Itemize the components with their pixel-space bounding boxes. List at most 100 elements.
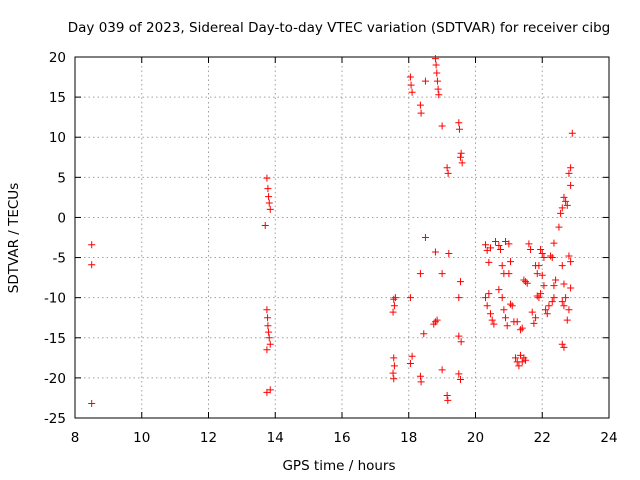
data-point: [456, 153, 464, 161]
data-point: [537, 246, 545, 254]
data-point: [540, 282, 548, 290]
data-point: [528, 308, 536, 316]
data-point: [420, 330, 428, 338]
data-point: [548, 254, 556, 262]
data-point: [512, 354, 520, 362]
data-point: [391, 294, 399, 302]
data-point: [417, 378, 425, 386]
data-point: [263, 306, 271, 314]
data-point: [433, 69, 441, 77]
data-point: [513, 318, 521, 326]
data-point: [550, 239, 558, 247]
data-point: [443, 392, 451, 400]
y-tick-label: 0: [57, 210, 66, 226]
data-point: [522, 356, 530, 364]
data-point: [547, 252, 555, 260]
y-tick-label: -10: [44, 291, 66, 307]
x-tick-labels: 8 10 12 14 16 18 20 22 24: [71, 430, 618, 446]
y-tick-label: 20: [49, 50, 66, 66]
data-point: [88, 241, 96, 249]
data-point: [456, 278, 464, 286]
data-point: [408, 352, 416, 360]
data-point: [535, 262, 543, 270]
data-point: [495, 242, 503, 250]
data-point: [455, 370, 463, 378]
y-tick-label: 15: [49, 90, 66, 106]
x-tick-label: 18: [400, 430, 417, 446]
x-axis-label: GPS time / hours: [282, 458, 395, 474]
data-point: [523, 279, 531, 287]
data-point: [563, 201, 571, 209]
data-point: [482, 294, 490, 302]
data-point: [540, 254, 548, 262]
data-point: [565, 306, 573, 314]
data-point: [417, 109, 425, 117]
data-point: [497, 246, 505, 254]
data-point: [421, 77, 429, 85]
data-point: [265, 334, 273, 342]
data-point: [435, 91, 443, 99]
data-point: [558, 340, 566, 348]
data-point: [438, 366, 446, 374]
data-point: [522, 278, 530, 286]
x-tick-label: 20: [467, 430, 484, 446]
data-point: [563, 316, 571, 324]
data-point: [560, 280, 568, 288]
data-point: [266, 340, 274, 348]
y-tick-label: 10: [49, 130, 66, 146]
data-point: [406, 359, 414, 367]
y-tick-label: -5: [53, 251, 66, 267]
data-point: [390, 375, 398, 383]
data-point: [455, 332, 463, 340]
data-point: [430, 320, 438, 328]
data-point: [406, 294, 414, 302]
data-point: [266, 205, 274, 213]
data-point: [416, 101, 424, 109]
data-point: [416, 270, 424, 278]
data-point: [550, 282, 558, 290]
data-point: [518, 324, 526, 332]
data-point: [390, 302, 398, 310]
data-point: [492, 238, 500, 246]
chart-title: Day 039 of 2023, Sidereal Day-to-day VTE…: [68, 20, 611, 36]
data-point: [406, 73, 414, 81]
data-point: [545, 302, 553, 310]
data-point: [408, 88, 416, 96]
data-point: [88, 400, 96, 408]
data-point: [558, 204, 566, 212]
data-point: [455, 294, 463, 302]
data-point: [568, 129, 576, 137]
data-point: [518, 358, 526, 366]
data-point: [567, 284, 575, 292]
data-point: [515, 362, 523, 370]
data-point: [548, 298, 556, 306]
data-point: [543, 310, 551, 318]
data-point: [266, 386, 274, 394]
y-axis-label: SDTVAR / TECUs: [6, 183, 22, 293]
data-point: [483, 302, 491, 310]
y-tick-labels: -25 -20 -15 -10 -5 0 5 10 15 20: [44, 50, 66, 427]
data-point: [458, 159, 466, 167]
y-tick-label: -15: [44, 331, 66, 347]
data-point: [482, 241, 490, 249]
data-point: [505, 270, 513, 278]
data-point: [445, 250, 453, 258]
data-point: [416, 372, 424, 380]
data-point: [455, 125, 463, 133]
data-point: [562, 197, 570, 205]
data-point: [555, 223, 563, 231]
data-point: [567, 258, 575, 266]
data-point: [390, 362, 398, 370]
data-point: [444, 169, 452, 177]
data-point: [508, 302, 516, 310]
data-point: [533, 270, 541, 278]
data-point: [264, 314, 272, 322]
data-point: [507, 300, 515, 308]
data-point: [538, 271, 546, 279]
data-point: [503, 322, 511, 330]
data-point: [487, 244, 495, 252]
data-point: [455, 119, 463, 127]
data-point: [264, 322, 272, 330]
x-tick-label: 10: [133, 430, 150, 446]
